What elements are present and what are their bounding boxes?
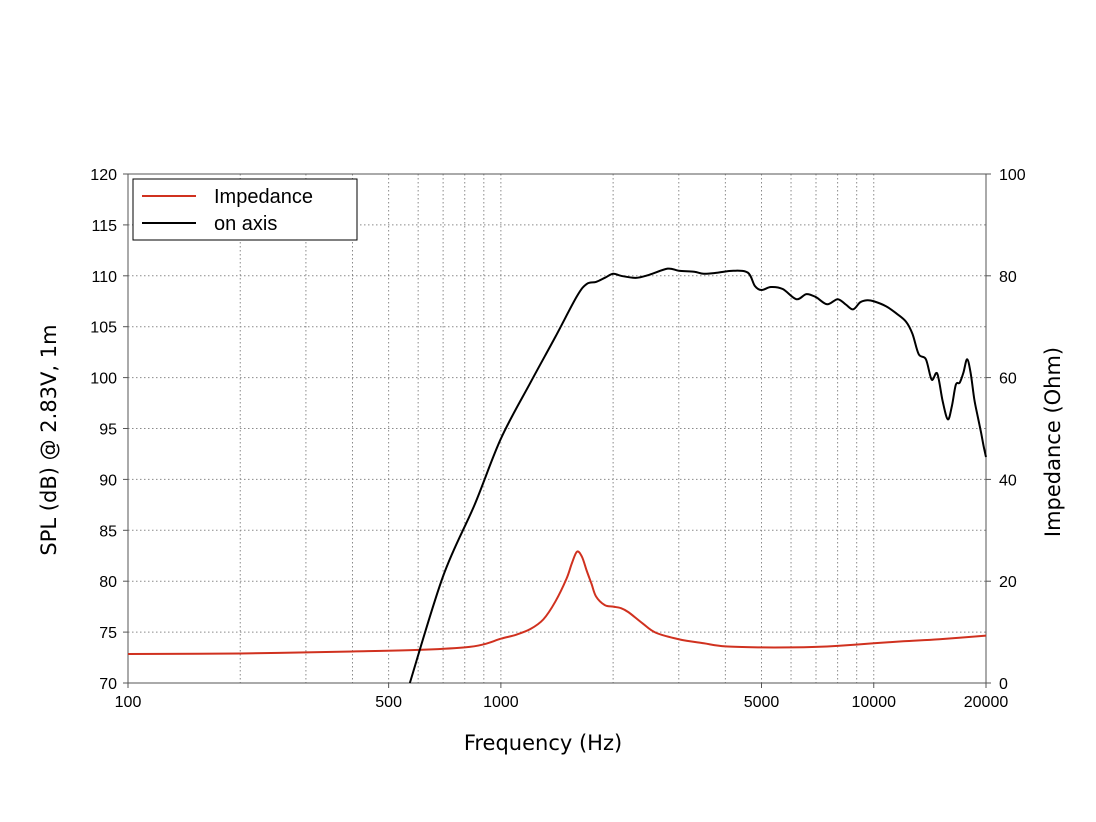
x-tick-label: 10000 [852,694,897,711]
y-axis-title: SPL (dB) @ 2.83V, 1m [37,324,61,555]
grid [128,174,986,683]
x-tick-label: 500 [375,694,402,711]
series-line-on-axis [408,267,987,684]
y-tick-label: 105 [90,320,117,337]
y-tick-label: 110 [91,269,117,286]
x-tick-label: 5000 [744,694,780,711]
x-tick-label: 20000 [964,694,1009,711]
y2-tick-label: 100 [999,167,1026,184]
y2-tick-label: 60 [999,371,1017,388]
x-axis-title: Frequency (Hz) [464,731,622,755]
legend-box [132,178,358,241]
ticks: 100 500 1000 5000 10000 200007075808590951001… [90,167,1026,711]
legend-label-on-axis: on axis [214,213,277,235]
series-line-impedance [127,550,987,655]
y-tick-label: 100 [90,371,117,388]
y2-tick-label: 80 [999,269,1017,286]
y-tick-label: 80 [99,574,117,591]
y-tick-label: 120 [90,167,117,184]
series-layer [127,267,987,684]
y2-axis-title: Impedance (Ohm) [1041,347,1065,537]
y-tick-label: 90 [99,472,117,489]
y-tick-label: 115 [91,218,117,235]
x-tick-label: 1000 [483,694,519,711]
y-tick-label: 70 [99,676,117,693]
y2-tick-label: 20 [999,574,1017,591]
legend: Impedance on axis [132,178,358,241]
y2-tick-label: 40 [999,472,1017,489]
legend-label-impedance: Impedance [214,186,313,208]
y2-tick-label: 0 [999,676,1008,693]
x-tick-label: 100 [115,694,142,711]
y-tick-label: 85 [99,523,117,540]
y-tick-label: 75 [99,625,117,642]
y-tick-label: 95 [99,422,117,439]
